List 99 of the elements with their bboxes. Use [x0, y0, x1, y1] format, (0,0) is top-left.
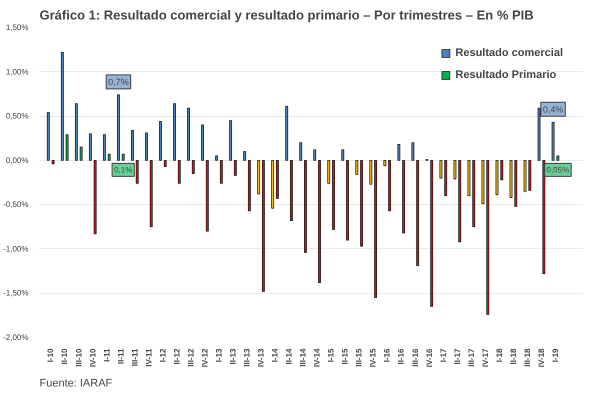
bar	[285, 106, 288, 161]
bar	[290, 160, 293, 221]
x-tick-label: I-17	[438, 348, 448, 362]
x-tick-label: IV-16	[424, 348, 434, 368]
bar	[145, 132, 148, 161]
bar	[229, 120, 232, 161]
bar	[468, 160, 470, 196]
y-tick-label: 1,50%	[6, 23, 29, 32]
bar	[257, 160, 260, 194]
chart-title: Gráfico 1: Resultado comercial y resultado primario – Por trimestres – En % PIB	[40, 8, 534, 22]
x-tick-label: III-17	[466, 348, 476, 367]
data-label: 0,05%	[546, 165, 570, 174]
x-tick-label: III-10	[74, 348, 84, 367]
bar	[482, 160, 484, 204]
x-tick-label: III-16	[410, 348, 420, 367]
bar	[402, 160, 406, 234]
x-tick-label: II-11	[116, 348, 126, 364]
bar	[159, 120, 162, 161]
legend-label: Resultado comercial	[455, 47, 563, 59]
bar	[397, 144, 400, 161]
bar	[220, 160, 223, 184]
x-tick-label: I-14	[270, 348, 280, 362]
bar	[187, 108, 190, 161]
x-tick-label: II-14	[284, 348, 294, 365]
x-tick-label: II-17	[452, 348, 462, 365]
bar	[538, 108, 541, 161]
y-tick-label: 0,00%	[6, 156, 29, 165]
x-tick-label: IV-18	[536, 348, 546, 368]
bar	[94, 160, 97, 234]
x-tick-label: III-18	[522, 348, 532, 367]
bar	[346, 160, 349, 240]
bar	[304, 160, 307, 253]
bar	[234, 160, 237, 176]
x-tick-label: II-12	[172, 348, 182, 365]
bar	[88, 133, 92, 161]
x-tick-label: I-11	[102, 348, 112, 362]
x-tick-label: III-12	[186, 348, 196, 367]
x-tick-label: I-13	[214, 348, 224, 362]
x-tick-label: II-13	[228, 348, 238, 365]
bar	[192, 160, 195, 174]
x-tick-label: II-18	[508, 348, 518, 365]
y-tick-label: 0,50%	[6, 112, 29, 121]
bar	[496, 160, 498, 196]
bar	[360, 160, 364, 247]
bar	[52, 160, 55, 164]
data-label: 0,4%	[542, 104, 564, 114]
bar	[556, 156, 560, 161]
x-tick-label: III-11	[130, 348, 140, 366]
bar	[299, 142, 302, 161]
bar	[206, 160, 209, 232]
bar	[215, 156, 218, 161]
legend-label: Resultado Primario	[455, 69, 556, 81]
x-tick-label: IV-13	[256, 348, 266, 368]
x-tick-label: IV-17	[480, 348, 490, 368]
x-tick-label: I-10	[46, 348, 56, 362]
bar	[248, 160, 251, 212]
source-note: Fuente: IARAF	[40, 378, 113, 390]
x-tick-label: II-16	[396, 348, 406, 365]
x-tick-label: IV-11	[144, 348, 154, 367]
bar	[173, 103, 176, 161]
bar	[116, 94, 120, 161]
bar	[318, 160, 321, 283]
y-tick-label: 1,00%	[6, 67, 29, 76]
bar	[416, 160, 420, 266]
x-tick-label: I-12	[158, 348, 168, 362]
bar	[276, 160, 279, 199]
bar	[332, 160, 335, 230]
bar	[243, 151, 246, 161]
x-tick-label: II-15	[340, 348, 350, 365]
data-label: 0,7%	[108, 76, 129, 87]
bar	[411, 142, 414, 161]
bar	[131, 130, 134, 161]
bar	[552, 122, 555, 161]
y-tick-label: -0,50%	[3, 200, 29, 210]
y-tick-label: -2,00%	[3, 333, 29, 342]
x-tick-label: I-18	[494, 348, 504, 362]
bar	[528, 160, 532, 191]
x-tick-label: IV-10	[88, 348, 98, 368]
bar	[262, 160, 265, 292]
bar	[524, 160, 526, 192]
x-tick-label: I-19	[550, 348, 560, 362]
bar	[201, 124, 204, 161]
x-tick-label: I-16	[382, 348, 392, 362]
x-tick-label: II-10	[60, 348, 70, 365]
y-tick-label: -1,00%	[3, 244, 29, 254]
x-tick-label: IV-14	[312, 348, 322, 368]
x-tick-label: III-14	[298, 348, 308, 367]
x-tick-label: III-15	[354, 348, 364, 367]
x-tick-label: IV-12	[200, 348, 210, 368]
bar	[510, 160, 512, 198]
x-tick-label: III-13	[242, 348, 252, 367]
bar	[430, 160, 434, 307]
data-label: 0,1%	[114, 165, 132, 174]
bar	[542, 160, 546, 274]
y-tick-label: -1,50%	[3, 288, 29, 298]
bar	[271, 160, 274, 209]
x-tick-label: IV-15	[368, 348, 378, 368]
bar	[46, 112, 50, 161]
x-tick-label: I-15	[326, 348, 336, 362]
